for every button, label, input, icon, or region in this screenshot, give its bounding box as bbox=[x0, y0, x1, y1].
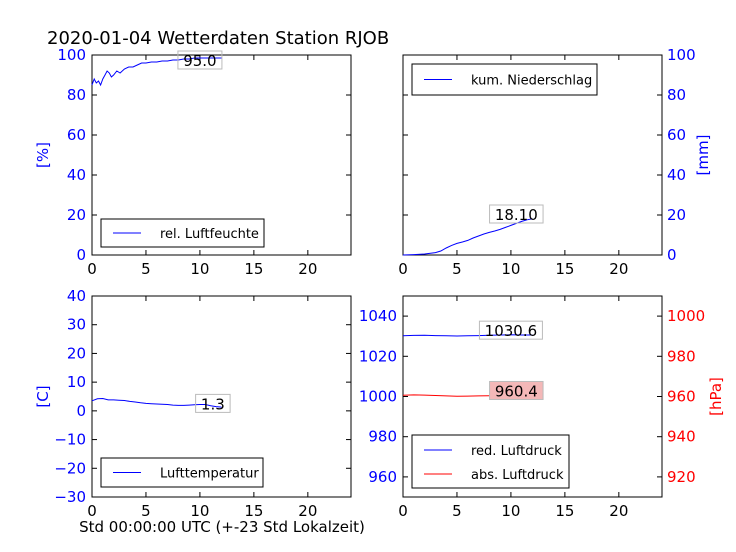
x-tick-label: 20 bbox=[609, 502, 628, 520]
y-tick-label: −10 bbox=[54, 431, 86, 449]
y-tick-label: −20 bbox=[54, 459, 86, 477]
x-tick-label: 5 bbox=[141, 260, 151, 278]
y-axis-label: [mm] bbox=[694, 135, 712, 176]
x-tick-label: 10 bbox=[501, 502, 520, 520]
y-tick-label: 960 bbox=[368, 468, 397, 486]
x-tick-label: 10 bbox=[190, 260, 209, 278]
y-tick-label: 30 bbox=[67, 316, 86, 334]
x-tick-label: 10 bbox=[190, 502, 209, 520]
x-tick-label: 5 bbox=[452, 260, 462, 278]
x-tick-label: 20 bbox=[609, 260, 628, 278]
x-tick-label: 15 bbox=[555, 260, 574, 278]
panel-pressure: 0 5 10 15 20 960 980 1000 1020 1040 920 940 960 980 10… bbox=[359, 295, 725, 520]
legend-label: abs. Luftdruck bbox=[471, 468, 564, 483]
value-label: 95.0 bbox=[183, 52, 216, 70]
value-label-box bbox=[177, 50, 223, 70]
value-label: 18.10 bbox=[495, 206, 538, 224]
value-label: 960.4 bbox=[495, 382, 538, 400]
panel-precipitation: 0 5 10 15 20 0 20 40 60 80 100 [mm] 18.10 kum. Nieder… bbox=[398, 46, 712, 278]
y-tick-label: 0 bbox=[667, 246, 677, 264]
y-tick-label: 20 bbox=[67, 206, 86, 224]
y-tick-label: 1020 bbox=[359, 347, 397, 365]
y-tick-label: −30 bbox=[54, 488, 86, 506]
y-tick-label: 20 bbox=[67, 344, 86, 362]
value-label-box bbox=[195, 393, 231, 413]
y2-tick-label: 980 bbox=[667, 347, 696, 365]
y-tick-label: 980 bbox=[368, 428, 397, 446]
x-tick-label: 10 bbox=[501, 260, 520, 278]
value-label-box bbox=[478, 320, 543, 340]
legend-label: rel. Luftfeuchte bbox=[160, 227, 259, 242]
y-axis-label: [C] bbox=[34, 385, 52, 407]
series-line bbox=[402, 334, 533, 337]
x-tick-label: 5 bbox=[452, 502, 462, 520]
series-line bbox=[402, 218, 533, 256]
y2-tick-label: 960 bbox=[667, 388, 696, 406]
x-tick-label: 0 bbox=[87, 260, 97, 278]
series-line bbox=[91, 397, 222, 408]
y-tick-label: 1040 bbox=[359, 307, 397, 325]
panel-temperature: 0 5 10 15 20 −30 −20 −10 0 10 20 30 40 [C] 1.3 Lufttemp… bbox=[34, 287, 352, 520]
y2-tick-label: 940 bbox=[667, 428, 696, 446]
x-tick-label: 20 bbox=[298, 260, 317, 278]
series-line bbox=[91, 57, 222, 87]
x-tick-label: 15 bbox=[244, 260, 263, 278]
legend-label: kum. Niederschlag bbox=[471, 74, 592, 89]
x-tick-label: 15 bbox=[555, 502, 574, 520]
y2-tick-label: 920 bbox=[667, 468, 696, 486]
y2-tick-label: 1000 bbox=[667, 307, 705, 325]
value-label: 1030.6 bbox=[485, 322, 538, 340]
y-tick-label: 80 bbox=[667, 86, 686, 104]
legend-label: Lufttemperatur bbox=[160, 467, 259, 482]
plot-frame bbox=[91, 295, 352, 498]
x-tick-label: 5 bbox=[141, 502, 151, 520]
y-tick-label: 80 bbox=[67, 86, 86, 104]
y-tick-label: 20 bbox=[667, 206, 686, 224]
x-tick-label: 15 bbox=[244, 502, 263, 520]
x-tick-label: 20 bbox=[298, 502, 317, 520]
y-tick-label: 0 bbox=[76, 246, 86, 264]
figure-xlabel: Std 00:00:00 UTC (+-23 Std Lokalzeit) bbox=[79, 518, 365, 536]
legend-box bbox=[411, 434, 570, 489]
panel-humidity: 0 5 10 15 20 0 20 40 60 80 100 [%] 95.0 rel. Luftfeuc… bbox=[34, 46, 352, 278]
x-tick-label: 0 bbox=[398, 260, 408, 278]
y-tick-label: 10 bbox=[67, 373, 86, 391]
x-tick-label: 0 bbox=[87, 502, 97, 520]
y-tick-label: 60 bbox=[667, 126, 686, 144]
y-tick-label: 60 bbox=[67, 126, 86, 144]
y-tick-label: 100 bbox=[57, 46, 86, 64]
value-label-box bbox=[489, 204, 544, 224]
y-tick-label: 40 bbox=[67, 166, 86, 184]
x-tick-label: 0 bbox=[398, 502, 408, 520]
y-axis-label: [%] bbox=[34, 142, 52, 168]
y-tick-label: 100 bbox=[667, 46, 696, 64]
plot-frame bbox=[402, 54, 663, 256]
y2-axis-label: [hPa] bbox=[707, 377, 725, 416]
y-tick-label: 40 bbox=[667, 166, 686, 184]
y-tick-label: 40 bbox=[67, 287, 86, 305]
value-label-box bbox=[489, 380, 544, 400]
figure-title: 2020-01-04 Wetterdaten Station RJOB bbox=[47, 28, 389, 49]
y-tick-label: 1000 bbox=[359, 388, 397, 406]
legend-label: red. Luftdruck bbox=[471, 444, 562, 459]
value-label: 1.3 bbox=[201, 395, 225, 413]
y-tick-label: 0 bbox=[76, 402, 86, 420]
